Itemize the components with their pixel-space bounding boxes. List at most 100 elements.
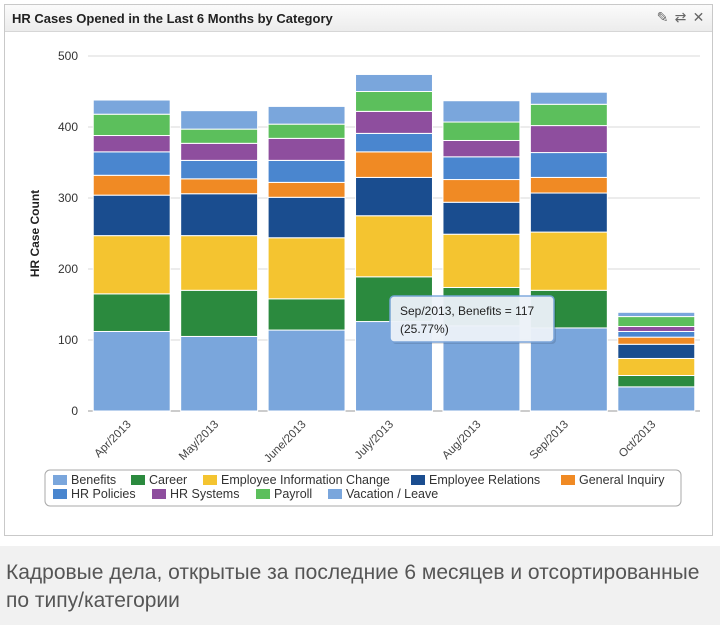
bar-segment[interactable] — [92, 113, 171, 137]
refresh-icon[interactable]: ⇄ — [674, 9, 687, 25]
bar-segment[interactable] — [529, 176, 608, 194]
y-tick-label: 100 — [58, 333, 78, 347]
legend-swatch[interactable] — [203, 475, 217, 485]
bar-segment[interactable] — [92, 235, 171, 295]
bar-segment[interactable] — [617, 375, 696, 388]
legend-label[interactable]: HR Policies — [71, 487, 136, 501]
bar-segment[interactable] — [355, 151, 433, 178]
x-tick-label: June/2013 — [262, 419, 308, 465]
bar-segment[interactable] — [267, 137, 346, 161]
bar-segment[interactable] — [180, 289, 259, 337]
bar-segment[interactable] — [617, 357, 696, 376]
bar-segment[interactable] — [529, 103, 608, 127]
bar-segment[interactable] — [529, 125, 608, 154]
bar-segment[interactable] — [442, 201, 521, 235]
y-axis-label: HR Case Count — [28, 190, 42, 277]
legend-swatch[interactable] — [53, 489, 67, 499]
bar-segment[interactable] — [180, 128, 259, 144]
bar-segment[interactable] — [617, 316, 696, 328]
legend-label[interactable]: Payroll — [274, 487, 312, 501]
bar-segment[interactable] — [267, 329, 346, 412]
bar-segment[interactable] — [617, 343, 696, 359]
bar-segment[interactable] — [442, 233, 521, 288]
bar-segment[interactable] — [355, 176, 433, 217]
bar-segment[interactable] — [442, 121, 521, 141]
y-tick-label: 500 — [58, 49, 78, 63]
legend-swatch[interactable] — [131, 475, 145, 485]
caption: Кадровые дела, открытые за последние 6 м… — [6, 561, 700, 612]
bar-segment[interactable] — [355, 215, 433, 278]
y-tick-label: 0 — [71, 404, 78, 418]
legend-label[interactable]: Benefits — [71, 473, 116, 487]
bar-segment[interactable] — [617, 386, 696, 412]
bar-segment[interactable] — [617, 311, 696, 318]
legend-label[interactable]: General Inquiry — [579, 473, 665, 487]
stacked-bar-chart: 0 100 200 300 400 500 HR Case Count Apr/2013 May… — [28, 49, 700, 507]
bar-segment[interactable] — [267, 123, 346, 139]
legend-swatch[interactable] — [53, 475, 67, 485]
panel-tools: ✎ ⇄ ✕ — [655, 8, 706, 26]
bar-segment[interactable] — [267, 237, 346, 300]
legend-label[interactable]: HR Systems — [170, 487, 239, 501]
x-tick-label: Oct/2013 — [617, 419, 658, 460]
x-tick-label: Aug/2013 — [440, 419, 483, 462]
tooltip — [389, 295, 555, 343]
bar-segment[interactable] — [92, 174, 171, 196]
x-tick-label: May/2013 — [177, 419, 221, 463]
bar-segment[interactable] — [92, 194, 171, 237]
bar-segment[interactable] — [92, 151, 171, 176]
caption-bar: Кадровые дела, открытые за последние 6 м… — [0, 546, 720, 625]
bar-segment[interactable] — [529, 231, 608, 291]
bar-segment[interactable] — [267, 105, 346, 125]
bar-segment[interactable] — [617, 336, 696, 345]
bar-segment[interactable] — [355, 73, 433, 92]
bar-segment[interactable] — [267, 159, 346, 183]
bar-segment[interactable] — [92, 99, 171, 115]
bar-segment[interactable] — [355, 132, 433, 153]
y-tick-label: 200 — [58, 262, 78, 276]
bar-segment[interactable] — [355, 110, 433, 134]
bar-segment[interactable] — [442, 156, 521, 181]
bar-segment[interactable] — [267, 181, 346, 198]
close-icon[interactable]: ✕ — [692, 9, 705, 25]
x-tick-label: Apr/2013 — [92, 419, 133, 460]
bar-segment[interactable] — [617, 326, 696, 332]
bar-segment[interactable] — [180, 142, 259, 161]
bar-segment[interactable] — [180, 178, 259, 195]
legend-swatch[interactable] — [152, 489, 166, 499]
bar-segment[interactable] — [180, 335, 259, 412]
bar-segment[interactable] — [267, 196, 346, 239]
tooltip-line2: (25.77%) — [400, 322, 449, 336]
legend-swatch[interactable] — [411, 475, 425, 485]
edit-icon[interactable]: ✎ — [656, 9, 669, 25]
bar-segment[interactable] — [180, 159, 259, 180]
bar-segment[interactable] — [442, 139, 521, 158]
panel-header: HR Cases Opened in the Last 6 Months by … — [5, 5, 712, 32]
bar-segment[interactable] — [442, 179, 521, 203]
bar-segment[interactable] — [355, 91, 433, 112]
x-tick-label: Sep/2013 — [528, 419, 571, 462]
bar-segment[interactable] — [92, 135, 171, 153]
legend-label[interactable]: Employee Relations — [429, 473, 540, 487]
x-tick-label: July/2013 — [353, 419, 396, 462]
bar-segment[interactable] — [180, 110, 259, 130]
legend-label[interactable]: Vacation / Leave — [346, 487, 438, 501]
legend-swatch[interactable] — [328, 489, 342, 499]
bar-segment[interactable] — [267, 298, 346, 331]
bar-segment[interactable] — [442, 100, 521, 123]
y-tick-label: 400 — [58, 120, 78, 134]
legend-label[interactable]: Employee Information Change — [221, 473, 390, 487]
legend-swatch[interactable] — [256, 489, 270, 499]
tooltip-line1: Sep/2013, Benefits = 117 — [400, 304, 535, 318]
bar-segment[interactable] — [529, 91, 608, 105]
bar-segment[interactable] — [529, 152, 608, 178]
legend-swatch[interactable] — [561, 475, 575, 485]
legend-label[interactable]: Career — [149, 473, 187, 487]
bar-segment[interactable] — [92, 330, 171, 412]
bar-segment[interactable] — [180, 193, 259, 237]
bar-segment[interactable] — [529, 192, 608, 233]
panel-title: HR Cases Opened in the Last 6 Months by … — [12, 11, 333, 26]
bar-segment[interactable] — [180, 235, 259, 291]
bar-segment[interactable] — [92, 293, 171, 332]
bar-segment[interactable] — [617, 330, 696, 338]
